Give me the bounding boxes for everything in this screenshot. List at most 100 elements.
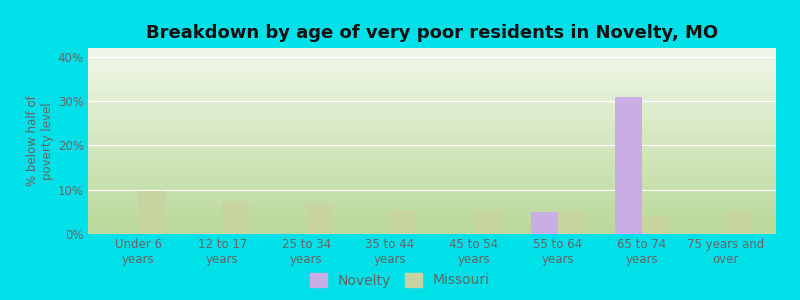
Bar	[138, 190, 165, 234]
Bar	[88, 188, 776, 189]
Bar	[88, 156, 776, 157]
Bar	[88, 171, 776, 172]
Bar	[88, 167, 776, 168]
Bar	[88, 50, 776, 52]
Bar	[88, 192, 776, 193]
Bar	[88, 179, 776, 181]
Bar	[88, 198, 776, 199]
Bar	[88, 61, 776, 63]
Bar	[88, 96, 776, 98]
Bar	[88, 95, 776, 96]
Bar	[88, 202, 776, 203]
Bar	[88, 143, 776, 145]
Bar	[88, 151, 776, 152]
Bar	[88, 119, 776, 120]
Bar	[88, 187, 776, 188]
Bar	[88, 140, 776, 141]
Bar	[88, 212, 776, 213]
Bar	[88, 125, 776, 126]
Bar	[642, 216, 669, 234]
Bar	[88, 72, 776, 73]
Bar	[88, 56, 776, 57]
Bar	[88, 93, 776, 94]
Bar	[88, 175, 776, 176]
Bar	[88, 148, 776, 150]
Bar	[88, 173, 776, 175]
Bar	[88, 132, 776, 134]
Bar	[88, 103, 776, 104]
Bar	[88, 54, 776, 56]
Bar	[88, 67, 776, 68]
Bar	[88, 104, 776, 105]
Bar	[88, 218, 776, 219]
Bar	[88, 153, 776, 154]
Bar	[88, 181, 776, 182]
Bar	[88, 120, 776, 121]
Bar	[88, 74, 776, 75]
Bar	[88, 194, 776, 196]
Bar	[88, 106, 776, 107]
Bar	[88, 183, 776, 184]
Bar	[88, 166, 776, 167]
Bar	[88, 190, 776, 192]
Bar	[88, 101, 776, 103]
Bar	[88, 122, 776, 124]
Bar	[88, 63, 776, 64]
Bar	[88, 141, 776, 142]
Bar	[88, 208, 776, 209]
Bar	[88, 158, 776, 160]
Bar	[88, 128, 776, 129]
Bar	[88, 178, 776, 179]
Bar	[88, 126, 776, 128]
Bar	[88, 233, 776, 234]
Bar	[88, 84, 776, 85]
Bar	[88, 150, 776, 151]
Bar	[88, 145, 776, 146]
Bar	[88, 222, 776, 223]
Bar	[88, 207, 776, 208]
Bar	[88, 232, 776, 233]
Bar	[726, 211, 753, 234]
Bar	[88, 78, 776, 79]
Bar	[88, 217, 776, 218]
Bar	[88, 152, 776, 153]
Legend: Novelty, Missouri: Novelty, Missouri	[305, 267, 495, 293]
Bar	[88, 142, 776, 143]
Bar	[615, 97, 642, 234]
Bar	[88, 57, 776, 58]
Bar	[88, 107, 776, 109]
Bar	[88, 69, 776, 70]
Bar	[88, 214, 776, 215]
Bar	[88, 213, 776, 214]
Bar	[88, 228, 776, 229]
Bar	[88, 168, 776, 169]
Bar	[88, 134, 776, 135]
Bar	[88, 130, 776, 131]
Bar	[88, 75, 776, 76]
Bar	[88, 146, 776, 147]
Bar	[88, 82, 776, 83]
Bar	[88, 100, 776, 101]
Bar	[88, 203, 776, 204]
Bar	[88, 114, 776, 115]
Bar	[88, 53, 776, 54]
Bar	[88, 83, 776, 84]
Bar	[88, 163, 776, 165]
Bar	[88, 210, 776, 212]
Bar	[88, 157, 776, 158]
Bar	[88, 137, 776, 139]
Bar	[88, 129, 776, 130]
Bar	[88, 92, 776, 93]
Bar	[88, 230, 776, 232]
Bar	[88, 225, 776, 226]
Bar	[88, 59, 776, 60]
Bar	[88, 79, 776, 80]
Bar	[88, 197, 776, 198]
Bar	[88, 220, 776, 222]
Bar	[88, 111, 776, 112]
Bar	[88, 89, 776, 90]
Bar	[88, 58, 776, 59]
Bar	[88, 60, 776, 62]
Bar	[88, 200, 776, 202]
Bar	[88, 165, 776, 166]
